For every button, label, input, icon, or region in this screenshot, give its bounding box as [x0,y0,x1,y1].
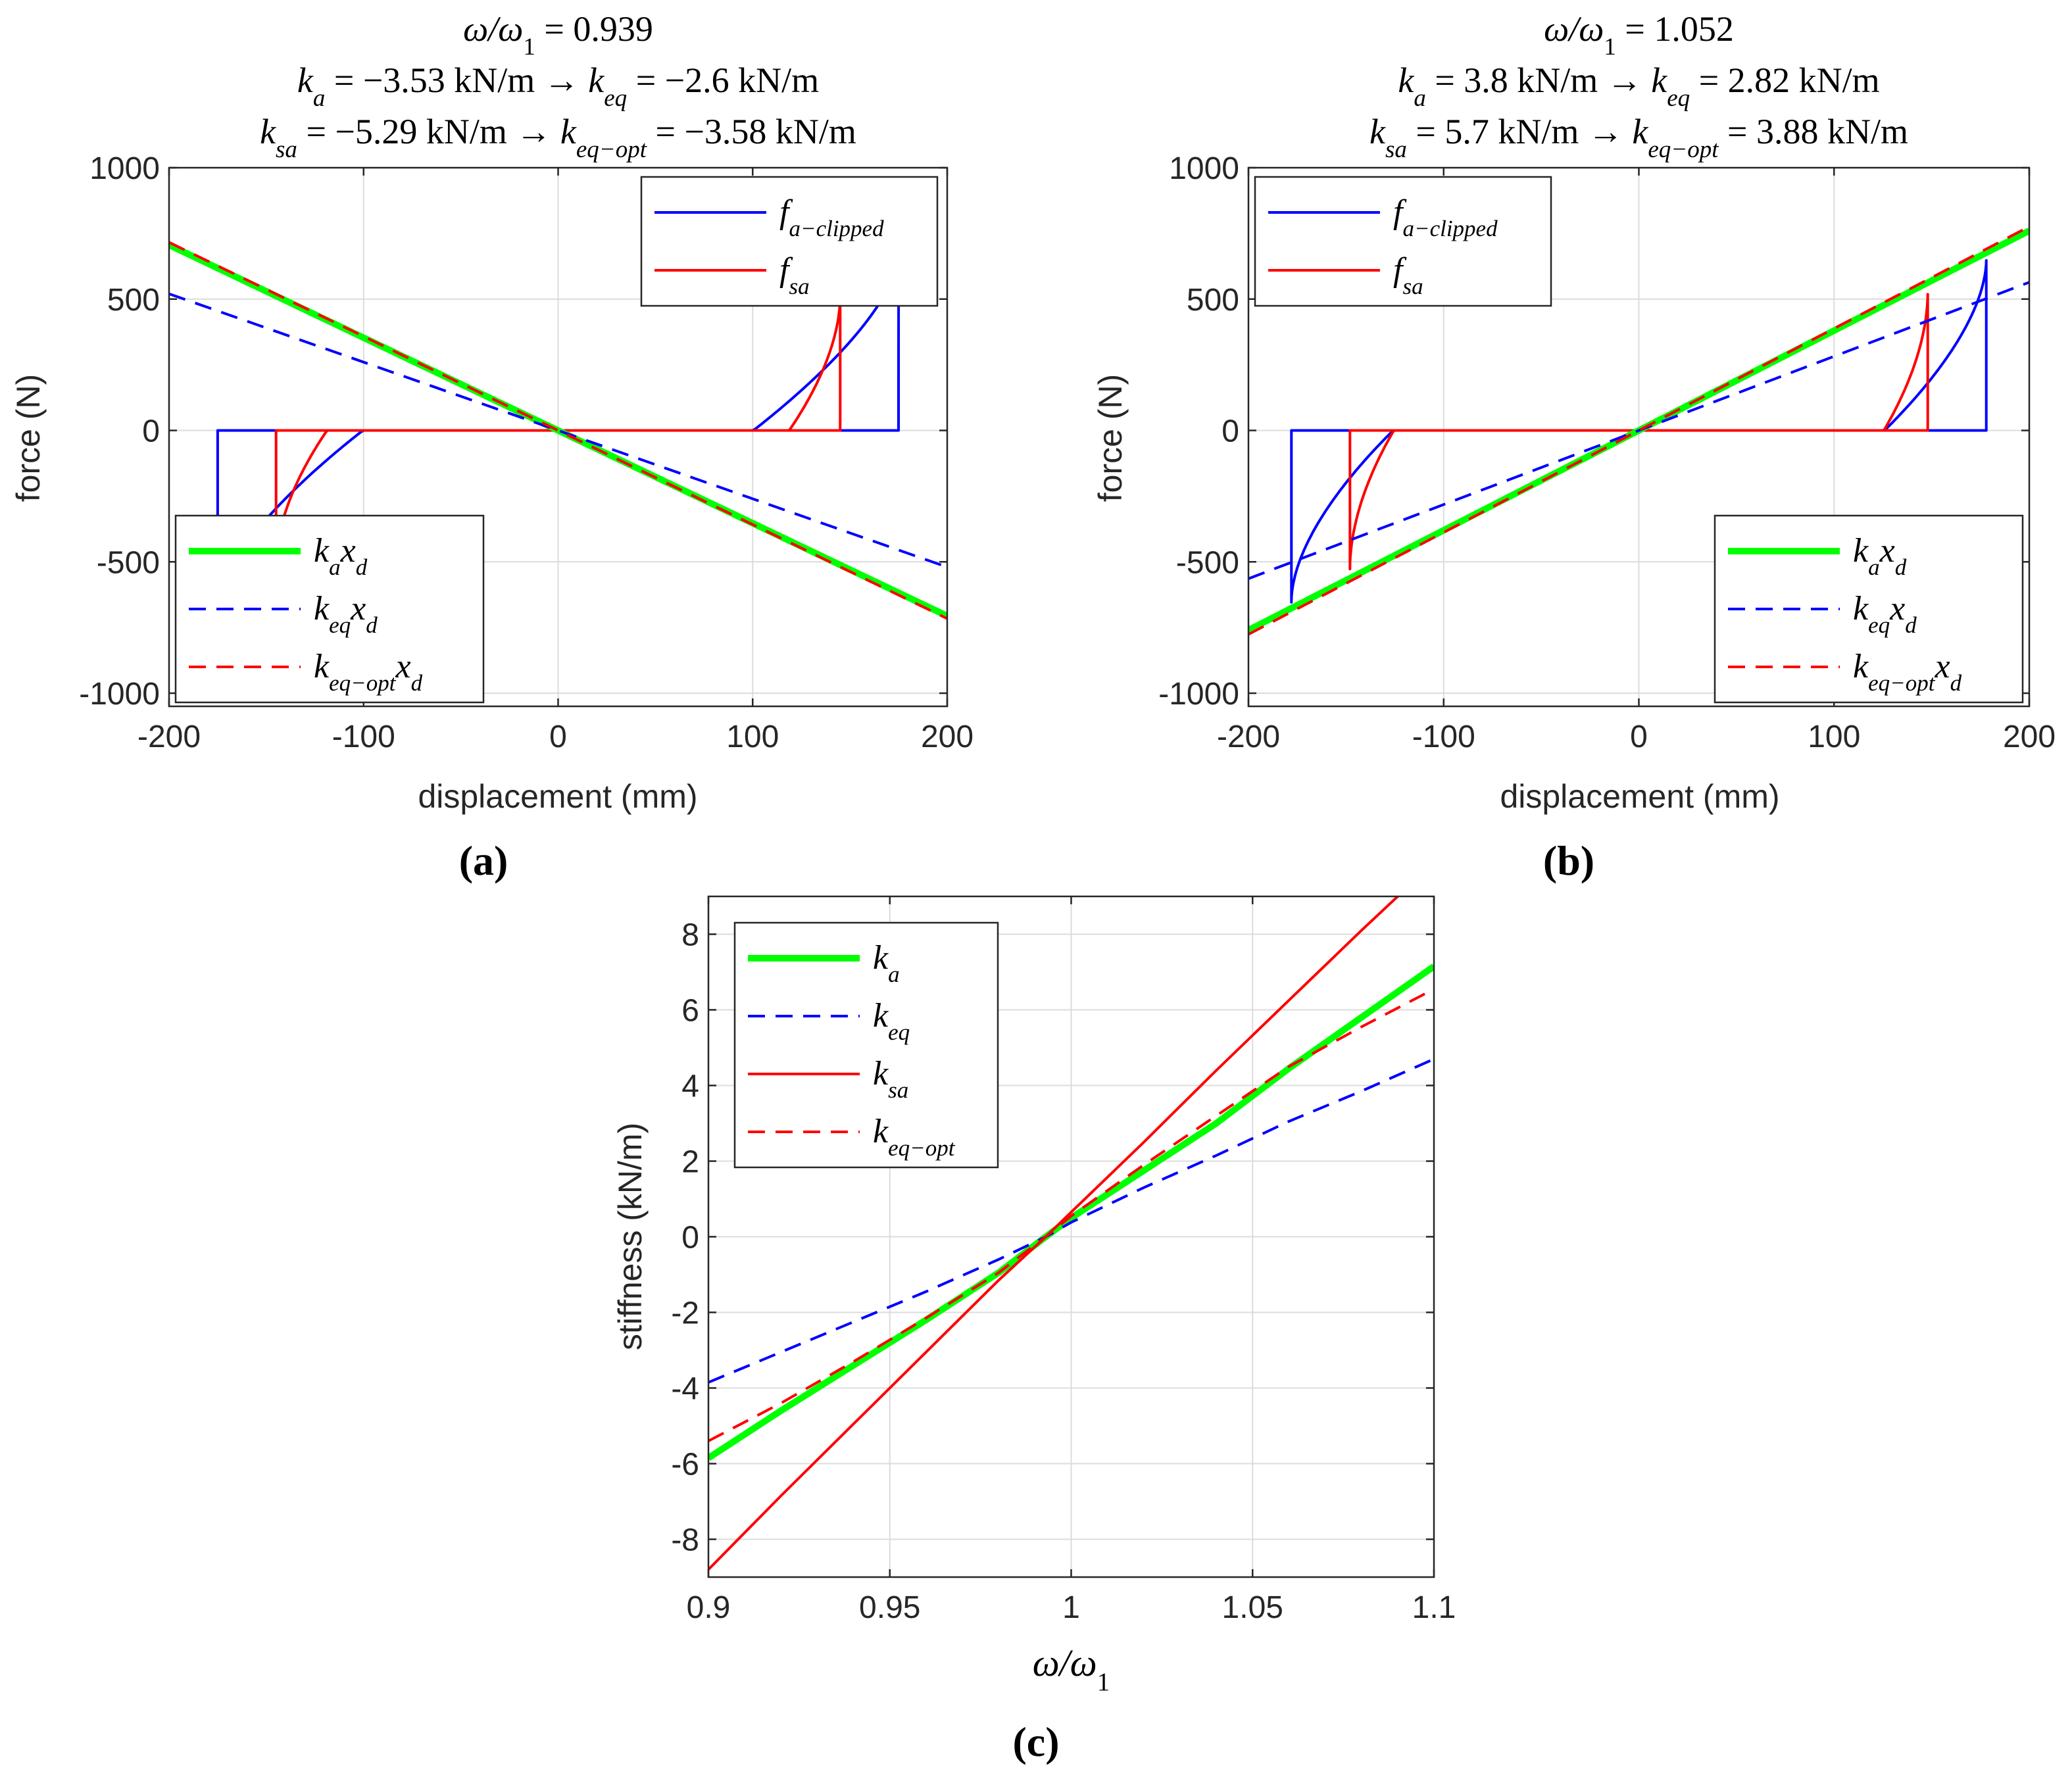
y-tick-label: 0 [681,1221,699,1255]
y-axis-label: stiffness (kN/m) [612,1123,649,1350]
series-line-k-eq-opt [708,988,1434,1442]
title-line-1: ω/ω1 = 0.939 [463,9,653,61]
series-line-k-eq-x-d [1248,281,2029,580]
y-axis-label: force (N) [10,374,47,502]
y-tick-label: 500 [1187,283,1239,318]
y-tick-label: -4 [671,1372,699,1407]
y-tick-label: 1000 [89,151,160,186]
x-tick-label: 100 [1808,719,1860,754]
y-axis-label: force (N) [1092,374,1129,502]
y-tick-label: 8 [681,918,699,953]
x-tick-label: -200 [137,719,201,754]
x-tick-label: 1 [1062,1590,1080,1625]
plot-content [708,896,1434,1571]
loop-f_sa [1348,293,1929,571]
caption: (a) [459,837,508,884]
legend-entry-label: ka [873,939,900,987]
x-tick-label: -100 [1412,719,1475,754]
series-line-k-a-x-d [169,241,947,620]
y-tick-label: -500 [97,545,160,580]
plot-content [1248,225,2029,636]
x-tick-label: 100 [726,719,779,754]
legend-bottom: kaxd keqxd keq−optxd [1714,514,2024,704]
legend-entry-label: keq−opt [873,1113,956,1161]
y-tick-label: 0 [142,414,160,449]
x-tick-label: 0.9 [687,1590,731,1625]
x-tick-label: -200 [1217,719,1280,754]
legend-bottom-entry-label: keqxd [314,590,378,638]
series-line-k-eq-opt-x-d [169,241,947,620]
legend-bottom-entry-label: keq−optxd [314,648,423,696]
loop-f_sa [274,293,842,568]
legend-bottom-entry-label: keqxd [1853,590,1917,638]
title-line-2: ka = −3.53 kN/m → keq = −2.6 kN/m [297,61,819,112]
x-tick-label: 1.1 [1412,1590,1456,1625]
y-tick-label: 0 [1221,414,1239,449]
caption: (c) [1012,1718,1059,1765]
legend-top-entry-label: fa−clipped [1393,193,1498,241]
legend-bottom-entry-label: keq−optxd [1853,648,1962,696]
y-tick-label: -500 [1176,545,1239,580]
y-tick-label: 6 [681,994,699,1029]
x-tick-label: 200 [921,719,974,754]
y-tick-label: -8 [671,1523,699,1558]
x-tick-label: 0.95 [859,1590,920,1625]
legend: ka keq ksa keq−opt [733,921,999,1169]
y-tick-label: -1000 [1158,677,1239,712]
legend-entry-label: ksa [873,1055,908,1103]
x-tick-label: 0 [549,719,567,754]
legend-bottom-entry-label: kaxd [1853,532,1907,580]
x-axis-label: displacement (mm) [418,778,697,815]
ticks: 0.9 0.95 1 1.05 1.1 -8 -6 -4 -2 0 2 4 6 8 [671,896,1456,1625]
y-tick-label: -2 [671,1296,699,1331]
legend-bottom-entry-label: kaxd [314,532,368,580]
title-line-3: ksa = 5.7 kN/m → keq−opt = 3.88 kN/m [1369,112,1908,163]
x-tick-label: 0 [1630,719,1648,754]
legend-top-box [640,176,939,307]
y-tick-label: 1000 [1169,151,1239,186]
y-tick-label: 500 [107,283,160,318]
legend-top-box [1254,176,1552,307]
x-axis-label-text: ω/ω1 [1033,1642,1110,1696]
x-axis-label: ω/ω1 [1033,1642,1110,1696]
panel-c: 0.9 0.95 1 1.05 1.1 -8 -6 -4 -2 0 2 4 6 8 ka keq ksa keq… [612,895,1456,1765]
legend-entry-label: keq [873,997,910,1045]
y-tick-label: -6 [671,1448,699,1482]
legend-box [733,921,999,1169]
x-axis-label: displacement (mm) [1500,778,1779,815]
caption: (b) [1543,837,1594,884]
series-line-k-eq-opt-x-d [1248,225,2029,636]
title-line-2: ka = 3.8 kN/m → keq = 2.82 kN/m [1398,61,1879,112]
x-tick-label: 200 [2003,719,2056,754]
y-tick-label: 4 [681,1069,699,1104]
x-tick-label: -100 [332,719,395,754]
legend-bottom: kaxd keqxd keq−optxd [174,514,485,704]
x-tick-label: 1.05 [1222,1590,1283,1625]
series-line-k-sa [708,896,1400,1571]
series-line-k-eq [708,1058,1434,1384]
title-line-3: ksa = −5.29 kN/m → keq−opt = −3.58 kN/m [260,112,856,163]
plot-content [169,241,947,620]
y-tick-label: -1000 [79,677,160,712]
title-line-1: ω/ω1 = 1.052 [1544,9,1734,61]
y-tick-label: 2 [681,1145,699,1180]
